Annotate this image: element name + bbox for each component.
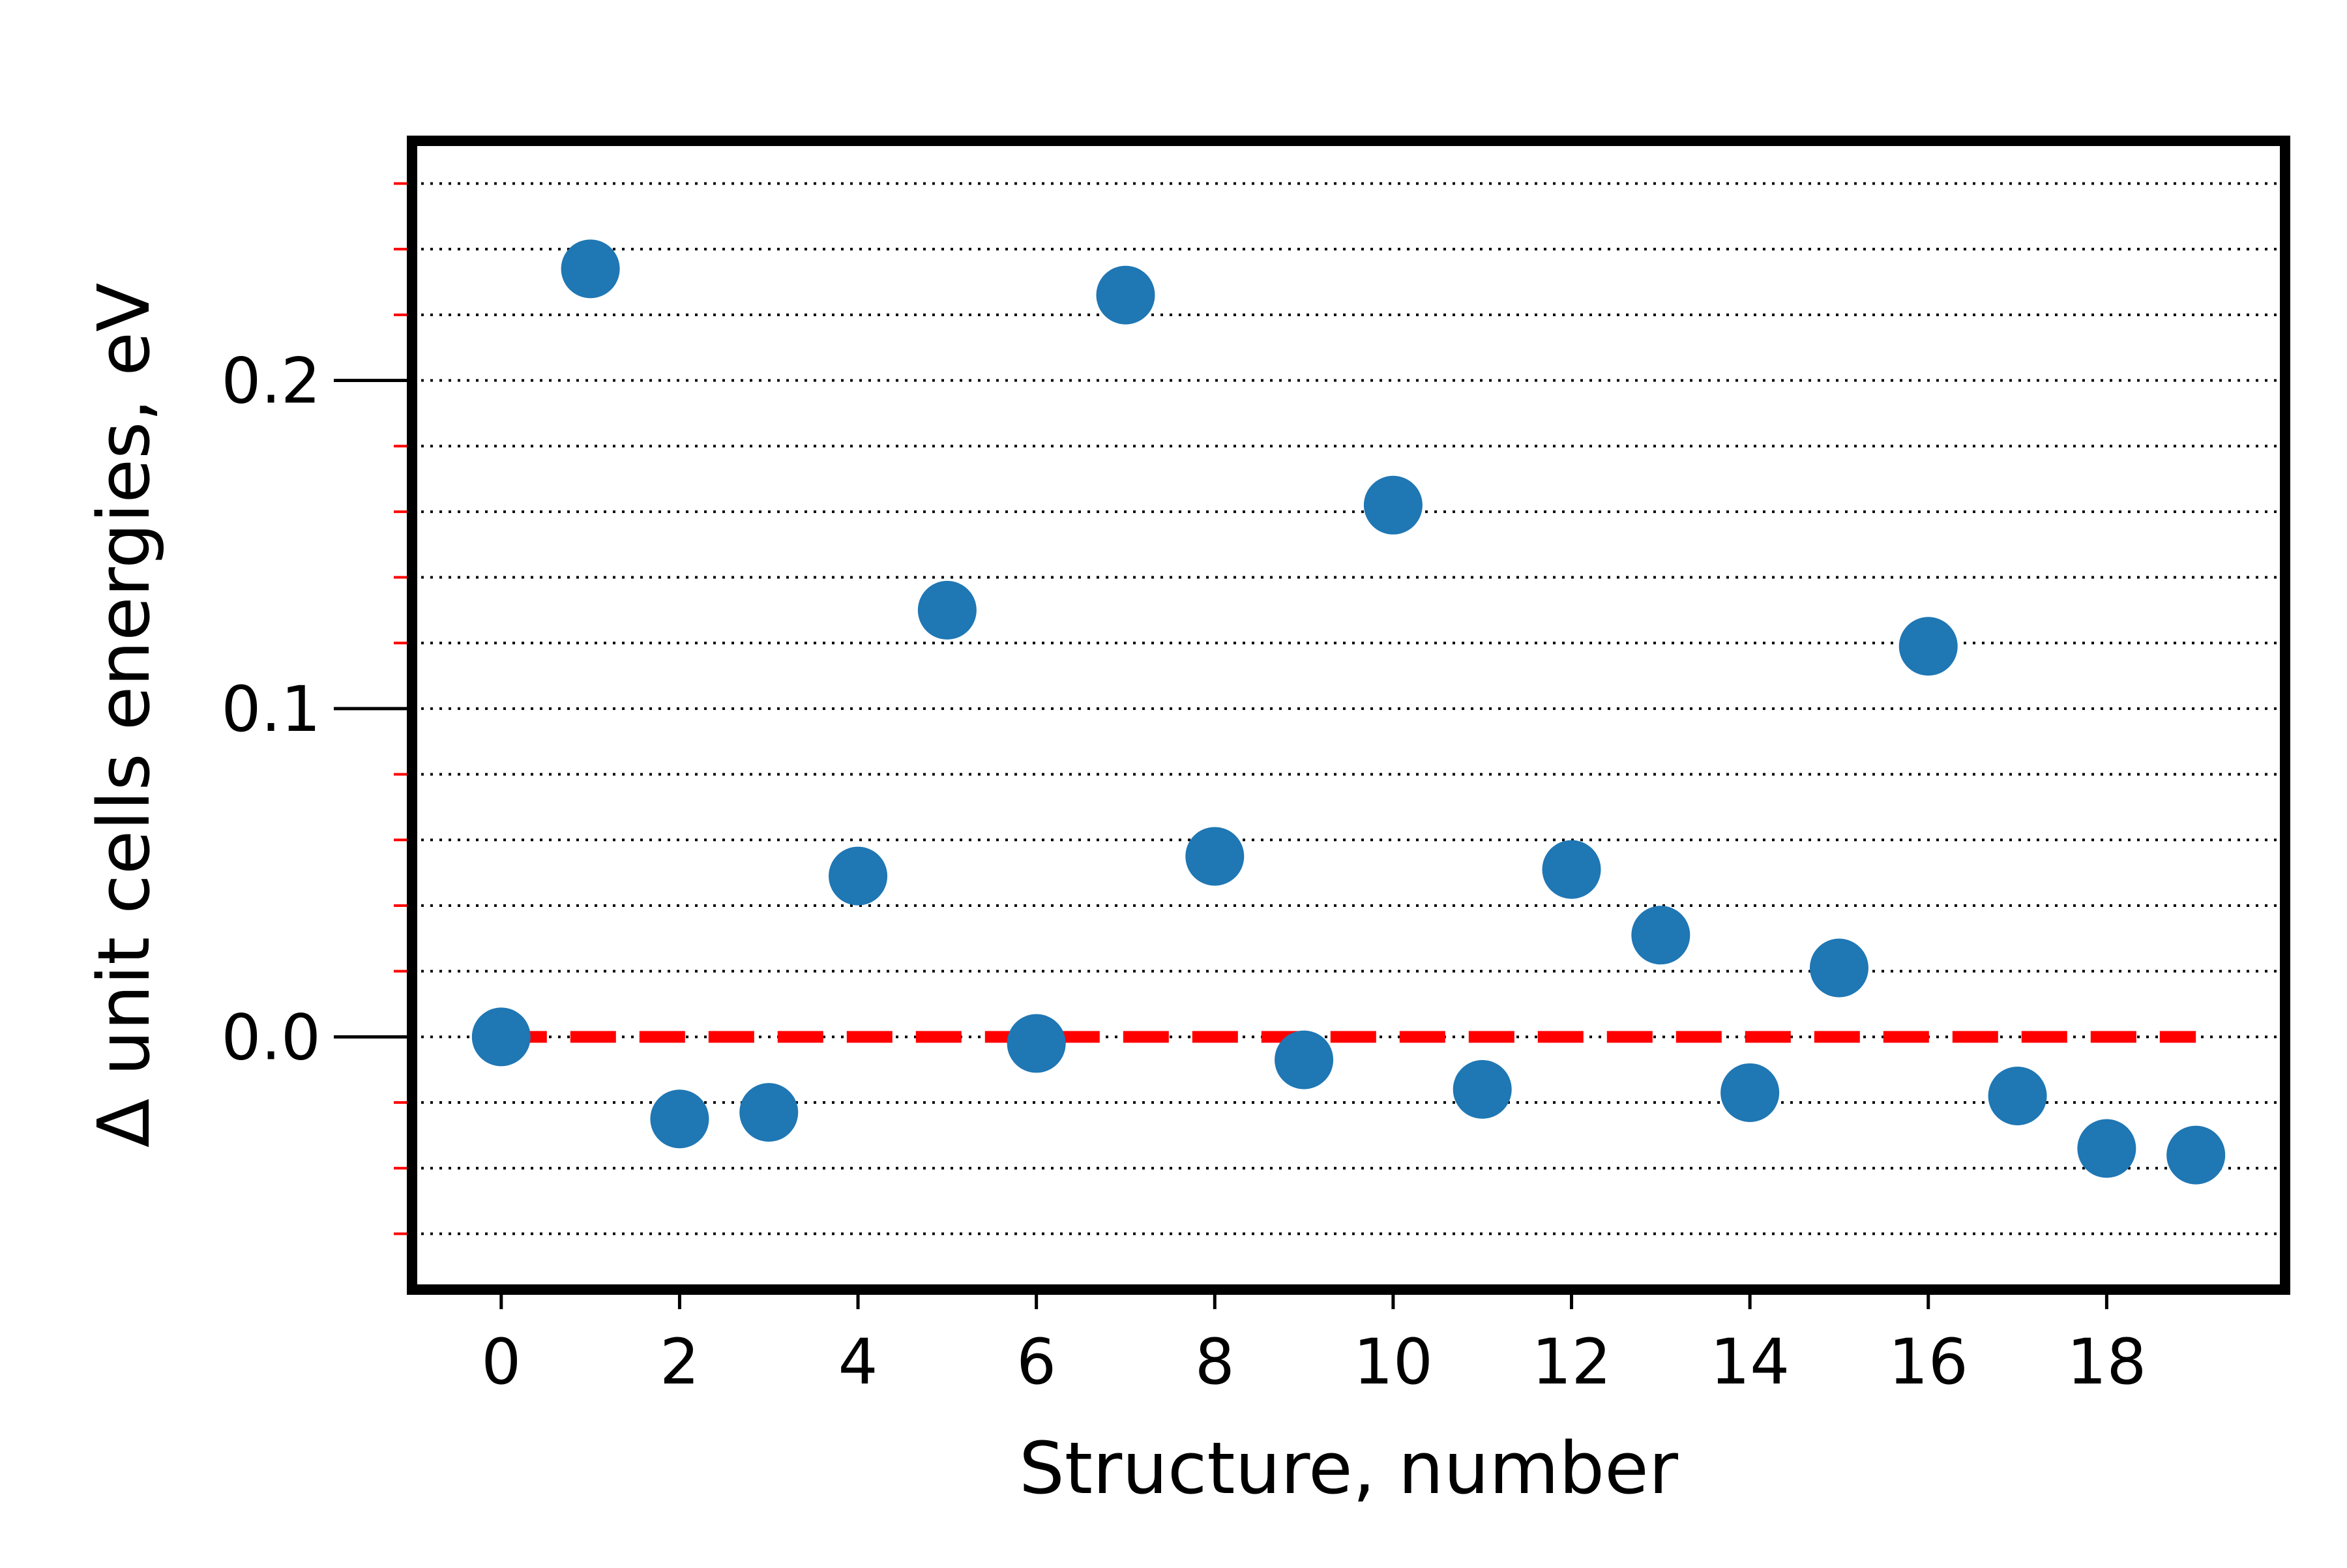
data-point bbox=[1809, 938, 1868, 998]
y-tick-label: 0.0 bbox=[221, 1001, 321, 1074]
plot-frame bbox=[407, 136, 2290, 1295]
data-point bbox=[1898, 617, 1958, 676]
x-tick-label: 10 bbox=[1353, 1325, 1433, 1398]
x-tick-label: 0 bbox=[481, 1325, 521, 1398]
data-point bbox=[1542, 840, 1601, 899]
data-point bbox=[739, 1083, 799, 1142]
y-tick-label: 0.1 bbox=[221, 673, 321, 746]
data-point bbox=[1185, 827, 1245, 886]
x-tick-label: 14 bbox=[1710, 1325, 1790, 1398]
x-tick-label: 8 bbox=[1195, 1325, 1235, 1398]
x-tick-labels: 0 2 4 6 8 10 12 14 16 18 bbox=[481, 1325, 2146, 1398]
data-point bbox=[1988, 1066, 2047, 1125]
data-point bbox=[561, 239, 620, 299]
data-point bbox=[1007, 1014, 1066, 1073]
data-points bbox=[471, 239, 2226, 1185]
x-tick-label: 6 bbox=[1016, 1325, 1056, 1398]
x-tick-label: 2 bbox=[660, 1325, 700, 1398]
data-point bbox=[1453, 1059, 1512, 1119]
y-axis-label: Δ unit cells energies, eV bbox=[82, 283, 166, 1147]
data-point bbox=[471, 1007, 531, 1067]
x-tick-label: 4 bbox=[838, 1325, 878, 1398]
data-point bbox=[2166, 1125, 2226, 1185]
y-tick-label: 0.2 bbox=[221, 345, 321, 418]
x-axis-label: Structure, number bbox=[1019, 1427, 1679, 1510]
data-point bbox=[1096, 265, 1155, 325]
data-point bbox=[650, 1089, 709, 1149]
data-point bbox=[829, 846, 888, 906]
x-tick-label: 18 bbox=[2067, 1325, 2146, 1398]
data-point bbox=[1720, 1063, 1780, 1122]
y-tick-labels: 0.0 0.1 0.2 bbox=[221, 345, 321, 1074]
data-point bbox=[1631, 906, 1690, 965]
x-tick-label: 16 bbox=[1889, 1325, 1968, 1398]
x-tick-label: 12 bbox=[1531, 1325, 1611, 1398]
data-point bbox=[1363, 475, 1423, 535]
data-point bbox=[1275, 1030, 1334, 1089]
data-point bbox=[917, 580, 977, 640]
data-point bbox=[2077, 1119, 2136, 1178]
